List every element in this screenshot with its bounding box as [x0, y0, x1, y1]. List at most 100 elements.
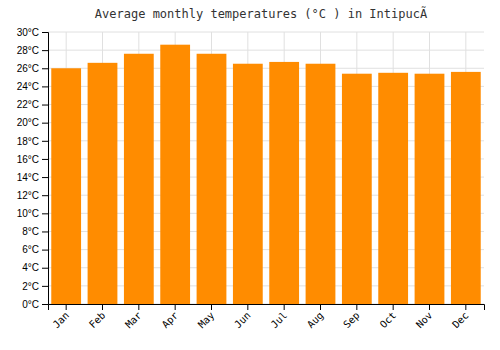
bar	[124, 54, 154, 304]
tick: 14°C	[17, 172, 48, 183]
tick-label: Feb	[87, 310, 108, 331]
bars	[51, 45, 480, 304]
tick: Feb	[87, 304, 108, 330]
tick-mark	[356, 304, 357, 310]
tick-label: Jan	[51, 310, 72, 331]
tick-mark	[42, 250, 48, 251]
bar	[378, 73, 408, 304]
tick: 2°C	[22, 281, 48, 292]
tick-label: Mar	[123, 310, 144, 331]
tick-label: Jun	[232, 310, 253, 331]
tick-label: Nov	[414, 310, 435, 331]
tick-mark	[138, 304, 139, 310]
tick-mark	[42, 213, 48, 214]
bar	[415, 74, 445, 304]
tick-label: 2°C	[22, 281, 39, 292]
tick-mark	[175, 304, 176, 310]
axis-line	[49, 305, 485, 311]
tick-mark	[320, 304, 321, 310]
plot: 0°C 2°C 4°C 6°C 8°C 10°C 12°C 14°C 16°C 18°C 20°C 2…	[17, 27, 485, 331]
tick: 18°C	[17, 136, 48, 147]
chart: 0°C 2°C 4°C 6°C 8°C 10°C 12°C 14°C 16°C 18°C 20°C 2…	[0, 0, 500, 350]
tick-mark	[42, 195, 48, 196]
tick-mark	[42, 105, 48, 106]
tick-mark	[42, 159, 48, 160]
tick-label: 0°C	[22, 299, 39, 310]
tick-mark	[42, 32, 48, 33]
tick-mark	[66, 304, 67, 310]
tick-mark	[42, 68, 48, 69]
tick-label: 20°C	[17, 117, 39, 128]
tick-mark	[42, 141, 48, 142]
tick-mark	[42, 268, 48, 269]
tick: 12°C	[17, 190, 48, 201]
title: Average monthly temperatures (°C ) in In…	[95, 6, 437, 21]
grid-line	[48, 50, 484, 51]
tick-label: 8°C	[22, 226, 39, 237]
y-axis: 0°C 2°C 4°C 6°C 8°C 10°C 12°C 14°C 16°C 18°C 20°C 2…	[17, 27, 49, 310]
tick-label: 16°C	[17, 154, 39, 165]
tick: 30°C	[17, 27, 48, 38]
tick: 20°C	[17, 117, 48, 128]
tick-mark	[42, 231, 48, 232]
bar	[51, 68, 81, 304]
tick: Mar	[123, 304, 144, 330]
tick-mark	[42, 50, 48, 51]
tick: Dec	[450, 304, 471, 330]
tick-label: 26°C	[17, 63, 39, 74]
bar	[306, 64, 336, 304]
bar	[451, 72, 481, 304]
tick-label: Sep	[341, 310, 362, 331]
tick-label: 18°C	[17, 136, 39, 147]
tick: Oct	[378, 304, 399, 330]
bar	[233, 64, 263, 304]
tick: 8°C	[22, 226, 48, 237]
tick-mark	[42, 286, 48, 287]
tick: 0°C	[22, 299, 48, 310]
tick: Jun	[232, 304, 253, 330]
tick-label: Aug	[305, 310, 326, 331]
bar	[160, 45, 190, 304]
tick-label: 12°C	[17, 190, 39, 201]
bar	[197, 54, 227, 304]
tick-mark	[393, 304, 394, 310]
bar	[269, 62, 299, 304]
tick: 22°C	[17, 99, 48, 110]
tick: Jul	[269, 304, 290, 330]
tick-mark	[284, 304, 285, 310]
tick: Aug	[305, 304, 326, 330]
tick-mark	[429, 304, 430, 310]
grid-line	[48, 32, 484, 33]
tick-mark	[42, 177, 48, 178]
tick-label: 14°C	[17, 172, 39, 183]
tick-label: 22°C	[17, 99, 39, 110]
tick: Apr	[160, 304, 181, 330]
tick-mark	[42, 86, 48, 87]
tick: 24°C	[17, 81, 48, 92]
tick: 6°C	[22, 244, 48, 255]
tick-mark	[465, 304, 466, 310]
tick-label: Oct	[378, 310, 399, 331]
tick-label: Dec	[450, 310, 471, 331]
tick: 28°C	[17, 45, 48, 56]
tick-mark	[42, 123, 48, 124]
bar	[342, 74, 372, 304]
tick: 10°C	[17, 208, 48, 219]
tick: Jan	[51, 304, 72, 330]
tick-label: 28°C	[17, 45, 39, 56]
tick: 16°C	[17, 154, 48, 165]
tick-label: Apr	[160, 310, 181, 331]
tick-mark	[247, 304, 248, 310]
tick: May	[196, 304, 217, 330]
bar	[88, 63, 118, 304]
tick-label: 10°C	[17, 208, 39, 219]
tick-mark	[102, 304, 103, 310]
tick-label: 30°C	[17, 27, 39, 38]
axis-line	[42, 33, 49, 305]
tick: Nov	[414, 304, 435, 330]
tick-label: Jul	[269, 310, 290, 331]
x-axis: Jan Feb Mar Apr May Jun Jul Aug Sep Oct Nov Dec	[49, 304, 485, 330]
tick-mark	[42, 304, 48, 305]
tick-label: 4°C	[22, 262, 39, 273]
tick-label: 24°C	[17, 81, 39, 92]
